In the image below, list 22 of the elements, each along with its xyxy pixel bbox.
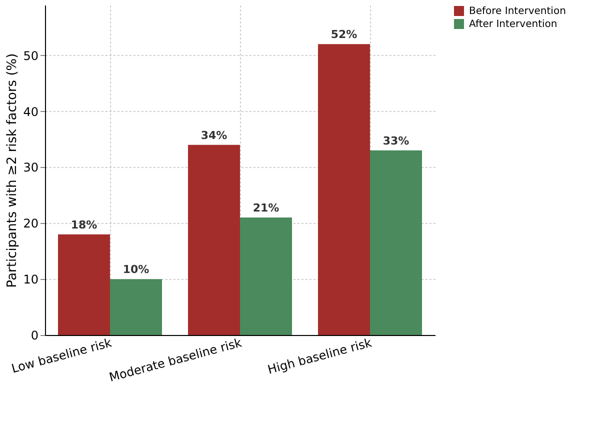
bar (318, 44, 370, 335)
data-label: 10% (122, 263, 150, 276)
data-label: 18% (70, 218, 98, 232)
legend-label: After Intervention (469, 19, 558, 30)
y-tick-label: 50 (23, 48, 38, 63)
y-tick-label: 0 (30, 328, 38, 342)
y-tick-label: 10 (23, 272, 38, 287)
bar (58, 234, 110, 335)
y-tick-label: 20 (23, 216, 38, 231)
bar (370, 150, 422, 335)
x-tick-label: High baseline risk (266, 336, 374, 377)
bar (110, 279, 162, 335)
data-label: 34% (200, 128, 228, 142)
data-label: 21% (252, 202, 280, 215)
data-label: 33% (382, 134, 410, 148)
y-tick-label: 40 (23, 104, 38, 119)
y-tick-label: 30 (23, 160, 38, 175)
bar (188, 144, 240, 335)
data-label: 52% (330, 28, 358, 42)
legend-label: Before Intervention (469, 6, 566, 17)
bar (240, 218, 292, 335)
y-axis-title: Participants with ≥2 risk factors (%) (5, 53, 20, 288)
